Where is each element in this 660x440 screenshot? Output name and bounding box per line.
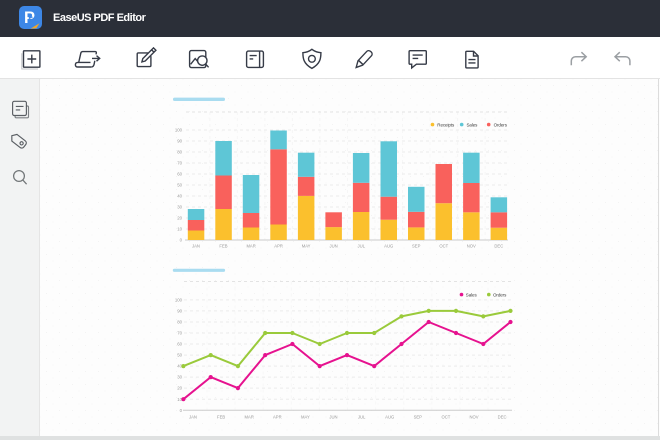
- svg-text:JAN: JAN: [189, 414, 197, 419]
- svg-text:40: 40: [177, 194, 182, 199]
- svg-text:90: 90: [177, 139, 182, 144]
- svg-text:60: 60: [177, 172, 182, 177]
- svg-text:100: 100: [175, 128, 183, 133]
- svg-text:100: 100: [175, 298, 183, 303]
- svg-text:Orders: Orders: [494, 122, 508, 127]
- svg-text:Receipts: Receipts: [437, 122, 455, 127]
- svg-text:JAN: JAN: [192, 244, 200, 249]
- svg-text:APR: APR: [274, 244, 283, 249]
- svg-text:0: 0: [180, 238, 183, 243]
- svg-text:60: 60: [177, 342, 182, 347]
- svg-text:MAR: MAR: [246, 244, 255, 249]
- svg-text:Sales: Sales: [466, 292, 478, 297]
- svg-text:MAR: MAR: [245, 414, 254, 419]
- svg-text:10: 10: [177, 227, 182, 232]
- svg-text:OCT: OCT: [441, 414, 450, 419]
- svg-text:FEB: FEB: [217, 414, 225, 419]
- svg-text:AUG: AUG: [384, 244, 393, 249]
- svg-text:70: 70: [177, 161, 182, 166]
- svg-text:FEB: FEB: [219, 244, 227, 249]
- svg-text:30: 30: [177, 205, 182, 210]
- svg-text:MAY: MAY: [301, 414, 310, 419]
- svg-text:OCT: OCT: [439, 244, 448, 249]
- svg-text:DEC: DEC: [494, 244, 503, 249]
- svg-text:SEP: SEP: [414, 414, 423, 419]
- svg-text:MAY: MAY: [302, 244, 311, 249]
- svg-text:80: 80: [177, 320, 182, 325]
- svg-text:SEP: SEP: [412, 244, 421, 249]
- svg-text:90: 90: [177, 309, 182, 314]
- svg-text:DEC: DEC: [498, 414, 507, 419]
- svg-text:AUG: AUG: [385, 414, 394, 419]
- svg-text:Orders: Orders: [493, 292, 507, 297]
- svg-text:NOV: NOV: [469, 414, 478, 419]
- svg-text:NOV: NOV: [467, 244, 476, 249]
- svg-text:30: 30: [177, 375, 182, 380]
- svg-text:80: 80: [177, 150, 182, 155]
- svg-text:Sales: Sales: [467, 122, 479, 127]
- svg-text:JUL: JUL: [358, 414, 366, 419]
- svg-text:50: 50: [177, 353, 182, 358]
- svg-text:0: 0: [180, 408, 183, 413]
- svg-text:20: 20: [177, 386, 182, 391]
- svg-text:APR: APR: [273, 414, 282, 419]
- svg-text:JUN: JUN: [330, 244, 338, 249]
- svg-text:20: 20: [177, 216, 182, 221]
- svg-text:40: 40: [177, 364, 182, 369]
- svg-text:JUN: JUN: [329, 414, 337, 419]
- svg-text:JUL: JUL: [357, 244, 365, 249]
- svg-text:10: 10: [177, 397, 182, 402]
- svg-text:70: 70: [177, 331, 182, 336]
- svg-text:50: 50: [177, 183, 182, 188]
